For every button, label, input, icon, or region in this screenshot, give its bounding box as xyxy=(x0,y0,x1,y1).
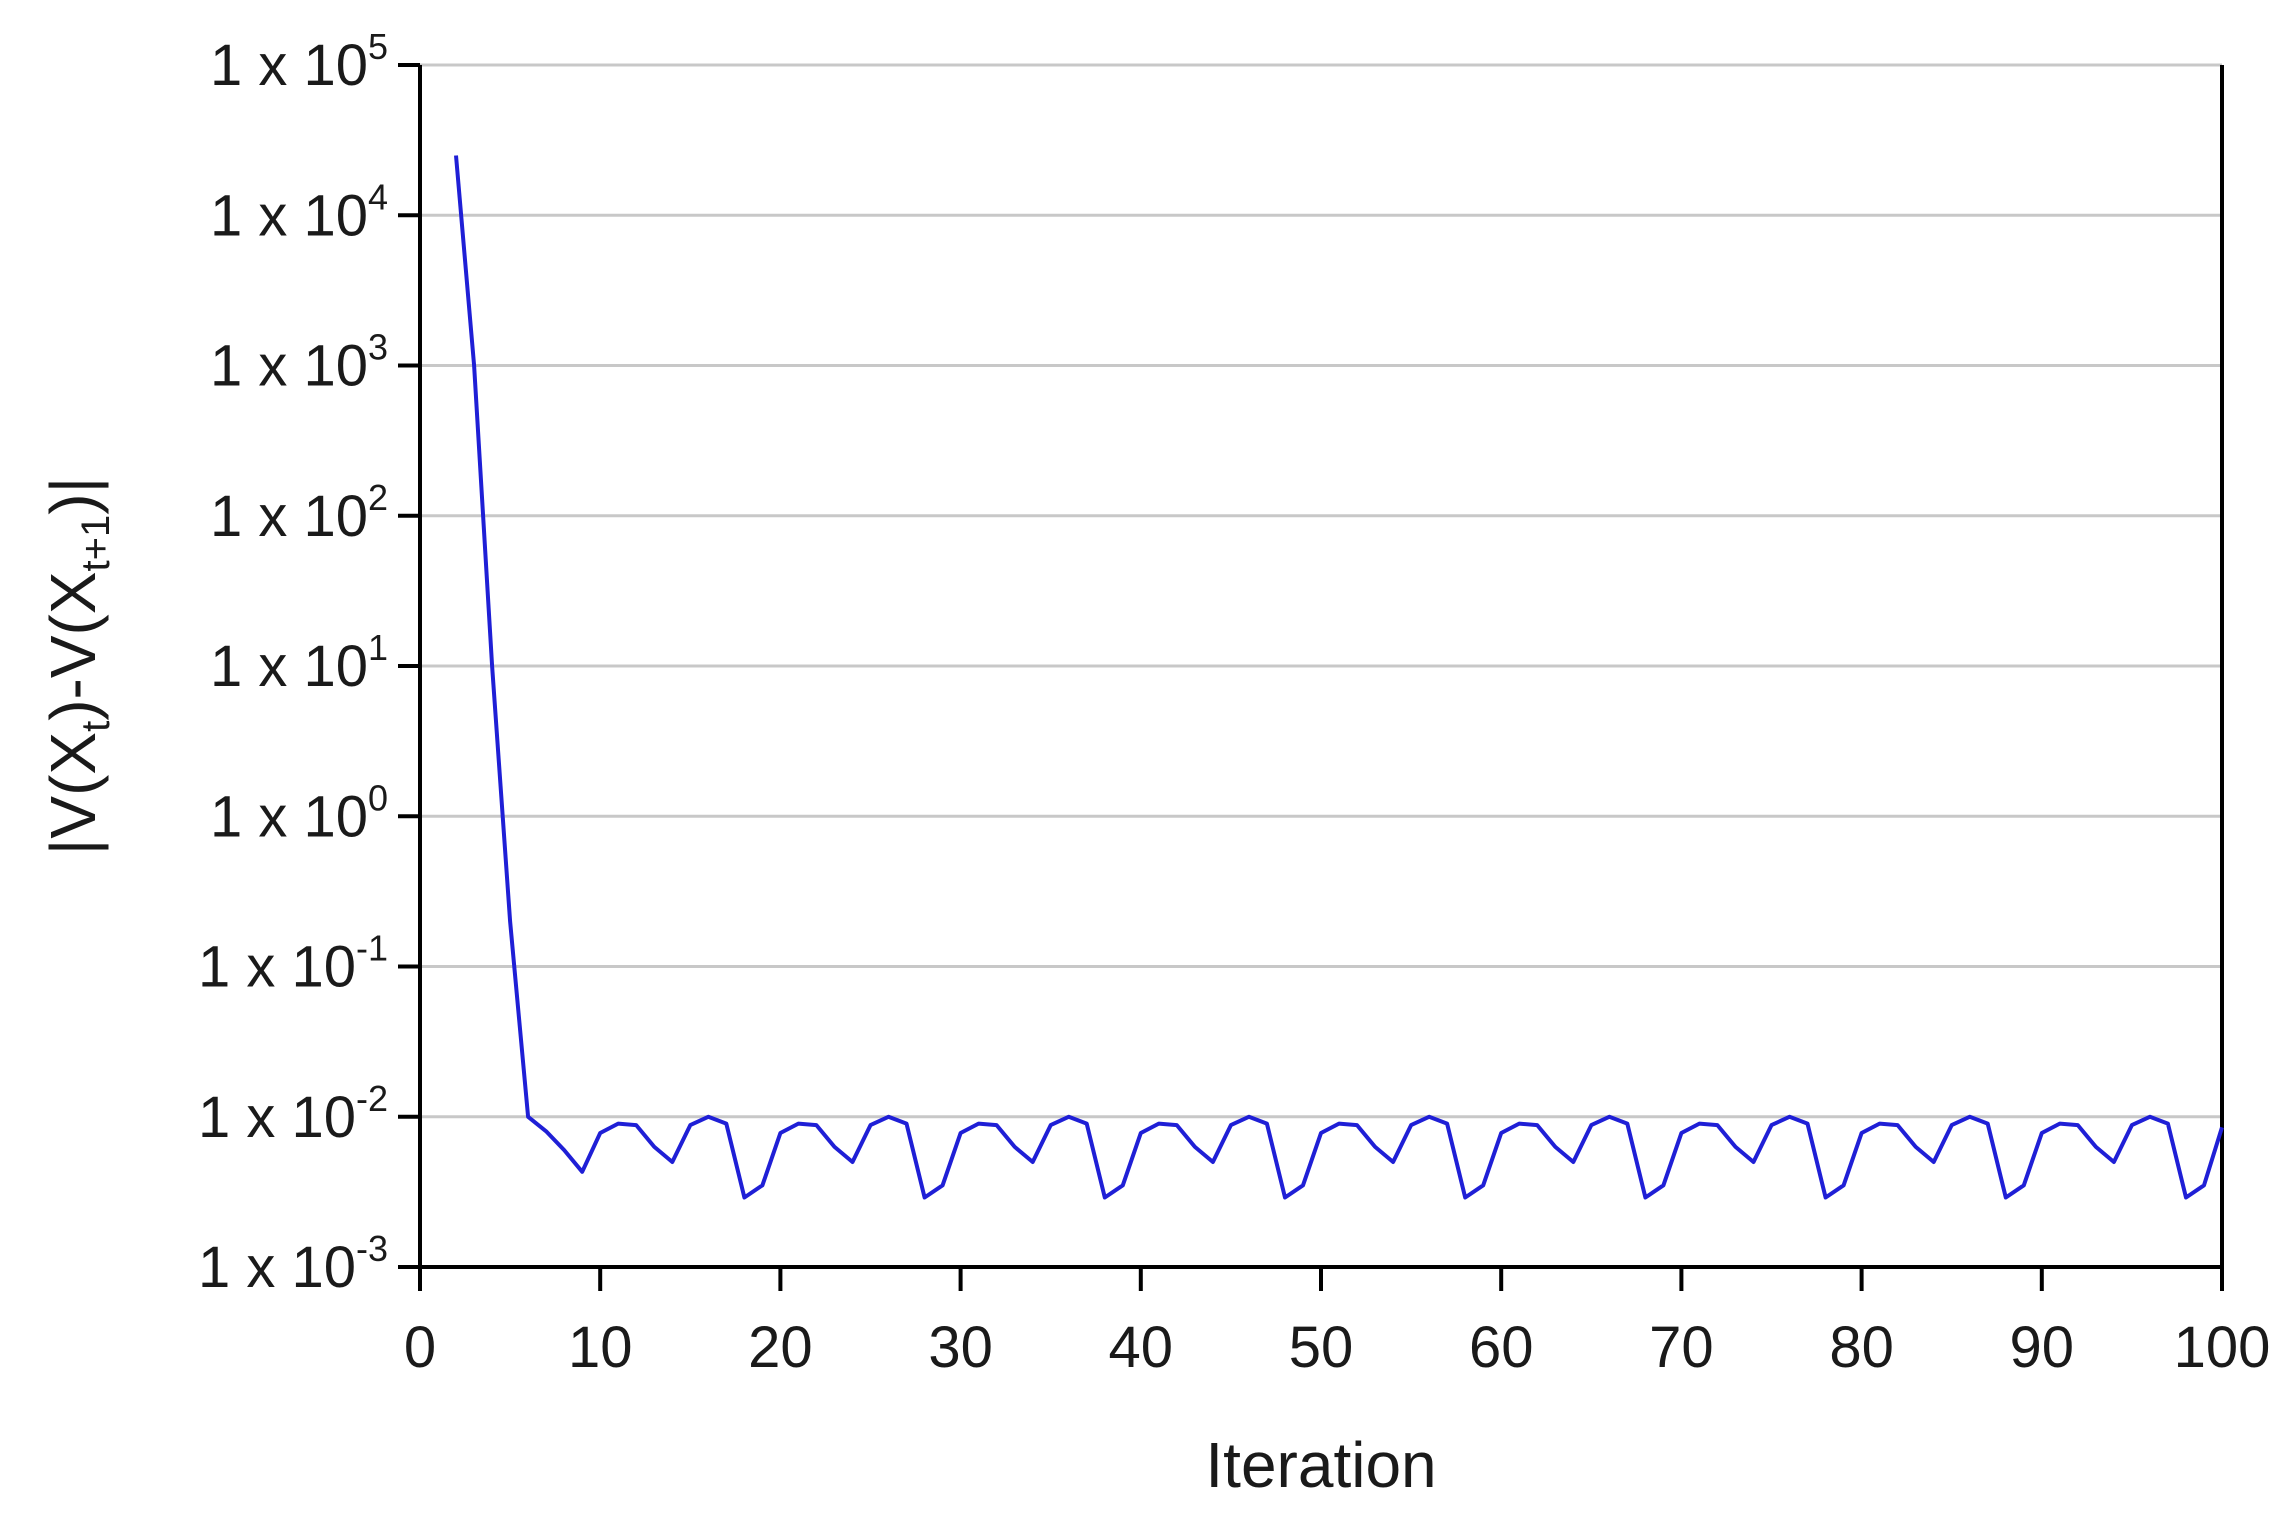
y-tick-label: 1 x 101 xyxy=(210,627,388,699)
y-tick-label: 1 x 10-1 xyxy=(198,928,388,1000)
x-tick-label: 90 xyxy=(2010,1315,2075,1380)
series-line xyxy=(454,155,2224,1200)
y-tick-label: 1 x 105 xyxy=(210,26,388,98)
x-tick-label: 10 xyxy=(568,1315,633,1380)
x-tick-label: 40 xyxy=(1109,1315,1174,1380)
x-tick-label: 100 xyxy=(2174,1315,2271,1380)
x-tick-label: 30 xyxy=(928,1315,993,1380)
series-layer xyxy=(454,155,2224,1200)
x-tick-label: 80 xyxy=(1829,1315,1894,1380)
y-tick-label: 1 x 104 xyxy=(210,176,388,248)
x-tick-label: 70 xyxy=(1649,1315,1714,1380)
x-tick-label: 60 xyxy=(1469,1315,1534,1380)
x-tick-labels: 0 10 20 30 40 50 60 70 80 90 100 xyxy=(404,1315,2271,1380)
y-tick-labels: 1 x 105 1 x 104 1 x 103 1 x 102 1 x 101 1 x 1… xyxy=(198,26,388,1300)
axes xyxy=(398,63,2224,1291)
y-tick-label: 1 x 100 xyxy=(210,777,388,849)
gridlines xyxy=(420,63,2222,1119)
y-tick-label: 1 x 10-2 xyxy=(198,1078,388,1150)
y-tick-label: 1 x 103 xyxy=(210,327,388,399)
y-tick-label: 1 x 10-3 xyxy=(198,1228,388,1300)
y-tick-label: 1 x 102 xyxy=(210,477,388,549)
x-tick-label: 50 xyxy=(1289,1315,1354,1380)
y-axis-title: |V(Xt)-V(Xt+1)| xyxy=(37,477,118,855)
x-tick-label: 0 xyxy=(404,1315,436,1380)
x-axis-title: Iteration xyxy=(1205,1429,1436,1501)
x-tick-label: 20 xyxy=(748,1315,813,1380)
